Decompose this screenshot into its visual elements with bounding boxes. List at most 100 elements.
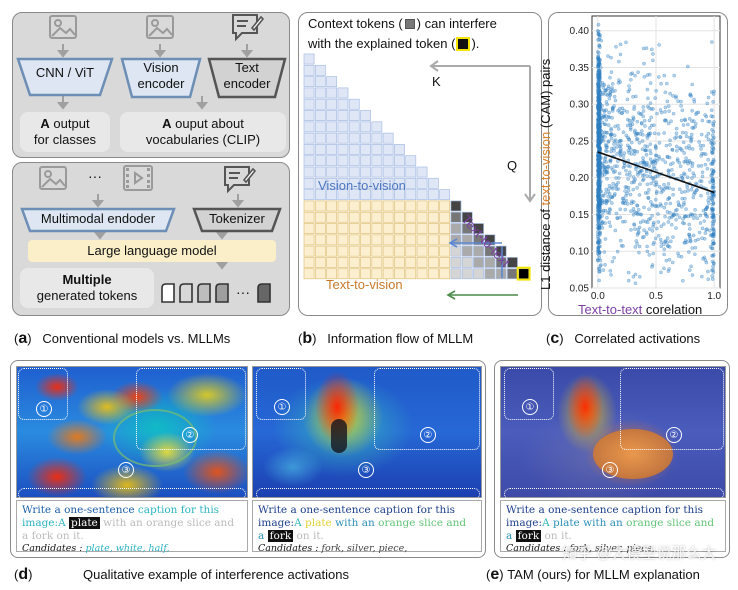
scatter-point	[711, 146, 716, 150]
scatter-point	[644, 46, 649, 50]
scatter-point	[672, 73, 677, 78]
scatter-point	[628, 125, 633, 130]
scatter-point	[635, 149, 640, 154]
title-part-4: ).	[471, 36, 480, 51]
matrix-cell	[348, 98, 360, 110]
scatter-point	[596, 235, 600, 239]
scatter-point	[596, 141, 601, 146]
scatter-point	[616, 180, 620, 185]
scatter-point	[604, 198, 608, 203]
caption-a: (a) Conventional models vs. MLLMs	[14, 330, 231, 347]
scatter-point	[641, 114, 646, 119]
scatter-point	[640, 139, 645, 143]
scatter-point	[597, 269, 602, 274]
scatter-point	[611, 106, 615, 110]
scatter-point	[633, 227, 637, 231]
scatter-point	[653, 204, 658, 209]
scatter-point	[684, 131, 688, 135]
scatter-point	[654, 191, 659, 195]
caption-letter-d: d	[18, 566, 29, 583]
scatter-point	[664, 201, 668, 206]
scatter-point	[651, 179, 656, 183]
scatter-point	[624, 185, 629, 189]
matrix-cell	[348, 132, 360, 144]
matrix-cell	[348, 268, 360, 280]
scatter-point	[604, 100, 609, 104]
scatter-point	[627, 151, 631, 155]
caption-letter-e: e	[490, 566, 500, 583]
scatter-point	[619, 244, 624, 248]
matrix-cell	[371, 132, 383, 144]
scatter-point	[631, 275, 636, 279]
scatter-point	[666, 104, 671, 108]
image-icon	[49, 15, 77, 39]
matrix-cell	[450, 268, 462, 280]
matrix-cell	[326, 87, 338, 99]
scatter-point	[650, 263, 655, 267]
scatter-point	[682, 171, 686, 176]
scatter-point	[663, 118, 668, 122]
scatter-point	[624, 133, 629, 138]
scatter-point	[663, 90, 668, 95]
scatter-point	[690, 273, 695, 277]
matrix-cell	[348, 166, 360, 178]
scatter-point	[674, 131, 679, 136]
matrix-cell	[303, 211, 315, 223]
scatter-point	[638, 112, 643, 116]
scatter-point	[617, 59, 621, 64]
scatter-point	[602, 172, 607, 177]
scatter-point	[695, 188, 699, 192]
scatter-point	[702, 255, 707, 260]
y-tick-label: 0.05	[570, 284, 590, 295]
xlabel-part-2: corelation	[642, 302, 703, 317]
scatter-point	[634, 137, 639, 141]
matrix-cell	[314, 87, 326, 99]
matrix-cell	[326, 177, 338, 189]
matrix-cell	[348, 200, 360, 212]
scatter-point	[606, 123, 611, 127]
scatter-point	[652, 166, 657, 171]
scatter-point	[670, 260, 675, 265]
scatter-point	[609, 70, 614, 74]
matrix-cell	[326, 155, 338, 167]
card1-candidates-label: Candidates :	[22, 543, 83, 555]
scatter-point	[662, 247, 667, 252]
card1-line1b: caption for this	[137, 504, 220, 516]
matrix-cell	[337, 245, 349, 257]
matrix-cell	[371, 234, 383, 246]
scatter-point	[647, 253, 652, 257]
scatter-point	[651, 242, 656, 247]
scatter-point	[638, 161, 643, 165]
scatter-point	[679, 254, 684, 259]
card2-line3b: on it.	[293, 530, 324, 543]
scatter-point	[663, 214, 667, 219]
scatter-point	[633, 272, 638, 277]
matrix-cell	[439, 189, 451, 201]
scatter-point	[611, 186, 615, 191]
scatter-point	[624, 198, 629, 203]
scatter-point	[690, 246, 695, 250]
scatter-point	[596, 122, 601, 127]
scatter-point	[691, 119, 696, 123]
scatter-point	[643, 219, 648, 224]
scatter-point	[697, 230, 702, 235]
scatter-point	[610, 259, 615, 264]
matrix-cell	[394, 200, 405, 212]
scatter-point	[684, 134, 689, 139]
matrix-cell	[303, 223, 315, 234]
scatter-point	[641, 160, 646, 165]
scatter-point	[666, 182, 671, 186]
matrix-cell	[394, 257, 405, 268]
matrix-cell	[337, 268, 349, 280]
scatter-point	[602, 164, 607, 169]
scatter-point	[706, 269, 710, 274]
scatter-point	[597, 267, 602, 271]
scatter-point	[600, 226, 605, 230]
scatter-point	[710, 150, 714, 155]
matrix-cell	[394, 223, 405, 234]
scatter-point	[596, 73, 600, 77]
scatter-point	[701, 256, 705, 261]
scatter-point	[653, 96, 657, 100]
matrix-cell	[439, 234, 451, 246]
scatter-point	[703, 113, 707, 117]
